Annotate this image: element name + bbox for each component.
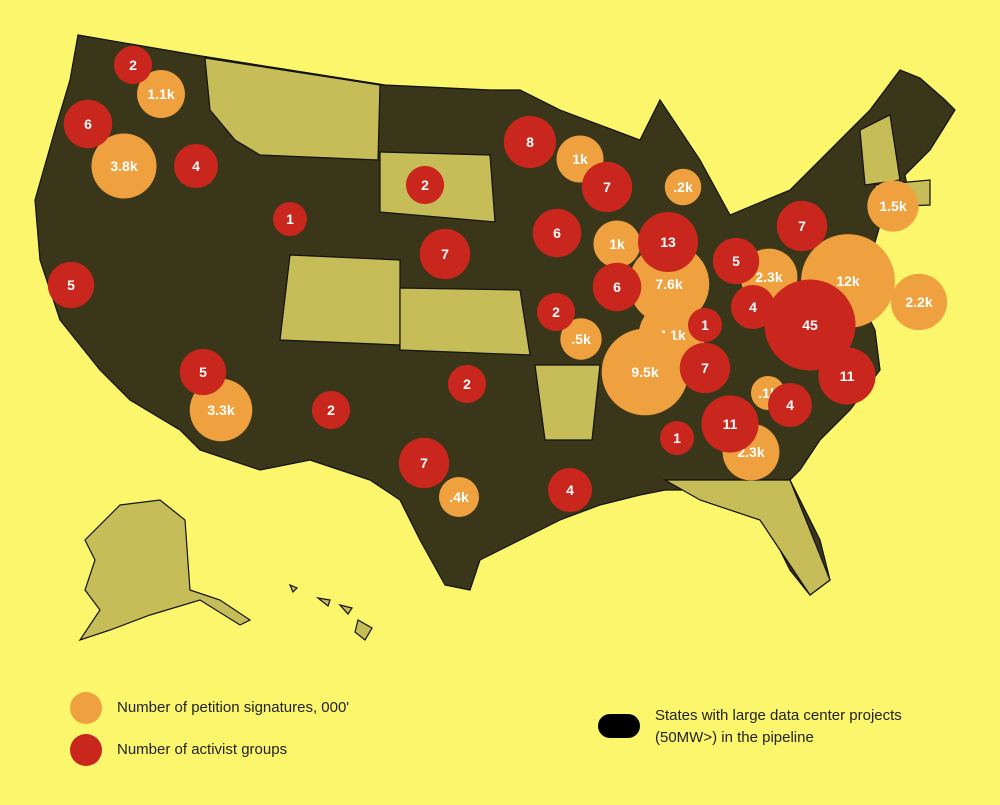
group-label: 5: [199, 364, 207, 380]
group-bubble: [701, 395, 759, 453]
group-label: 7: [441, 246, 449, 262]
group-bubble: [679, 342, 731, 394]
light-state: [279, 254, 401, 346]
petition-label: .5k: [571, 331, 591, 347]
petition-label: 7.6k: [655, 276, 682, 292]
group-bubble: [660, 421, 694, 455]
group-label: 4: [749, 299, 757, 315]
group-bubble: [47, 261, 95, 309]
group-label: 11: [840, 368, 855, 384]
petition-label: 1k: [609, 236, 625, 252]
group-label: 7: [701, 360, 709, 376]
group-label: 2: [463, 376, 471, 392]
group-bubble: [592, 262, 642, 312]
group-bubble: [419, 228, 471, 280]
legend-group-swatch: [70, 734, 102, 766]
light-state: [399, 287, 531, 356]
group-bubble: [532, 208, 582, 258]
petition-bubble: [593, 220, 641, 268]
petition-bubble: [137, 70, 185, 118]
petition-bubble: [890, 273, 948, 331]
group-bubble: [764, 279, 856, 371]
group-bubble: [776, 200, 828, 252]
group-label: 5: [732, 253, 740, 269]
group-bubble: [113, 45, 153, 85]
petition-label: 1.1k: [147, 86, 174, 102]
group-bubble: [273, 202, 307, 236]
group-bubble: [179, 348, 227, 396]
legend-state-swatch: [598, 714, 640, 738]
group-label: 1: [673, 430, 681, 446]
group-label: 4: [192, 158, 200, 174]
group-bubble: [398, 437, 450, 489]
group-label: 2: [129, 57, 137, 73]
group-label: 1: [286, 211, 294, 227]
petition-bubble: [867, 180, 919, 232]
group-bubble: [768, 383, 812, 427]
group-bubble: [581, 161, 633, 213]
group-label: 4: [786, 397, 794, 413]
group-bubble: [503, 115, 557, 169]
group-bubble: [536, 292, 576, 332]
group-label: 7: [603, 179, 611, 195]
petition-label: 2.2k: [905, 294, 932, 310]
group-bubble: [818, 347, 876, 405]
light-state: [204, 57, 381, 161]
group-label: 2: [552, 304, 560, 320]
legend-petition-swatch: [70, 692, 102, 724]
light-state: [534, 364, 601, 441]
group-bubble: [712, 237, 760, 285]
petition-bubble: [601, 328, 689, 416]
petition-label: 3.8k: [110, 158, 137, 174]
group-bubble: [311, 390, 351, 430]
group-label: 13: [660, 234, 676, 250]
group-label: 2: [421, 177, 429, 193]
petition-bubble: [560, 318, 602, 360]
group-label: 6: [613, 279, 621, 295]
group-label: 7: [798, 218, 806, 234]
group-bubble: [174, 144, 218, 188]
group-bubble: [731, 285, 775, 329]
petition-label: 1.5k: [879, 198, 906, 214]
group-bubble: [688, 308, 722, 342]
petition-label: 1k: [572, 151, 588, 167]
legend-states: States with large data center projects (…: [655, 707, 902, 746]
alaska: [78, 499, 252, 642]
petition-bubble: [664, 168, 702, 206]
group-bubble: [447, 364, 487, 404]
group-label: 7: [420, 455, 428, 471]
group-label: 8: [526, 134, 534, 150]
group-bubble: [548, 468, 592, 512]
group-bubble: [63, 99, 113, 149]
group-label: 1: [701, 317, 709, 333]
group-label: 2: [327, 402, 335, 418]
group-label: 6: [84, 116, 92, 132]
group-label: 5: [67, 277, 75, 293]
petition-label: 9.5k: [631, 364, 658, 380]
group-label: 6: [553, 225, 561, 241]
group-label: 4: [566, 482, 574, 498]
group-bubble: [405, 165, 445, 205]
petition-label: .2k: [673, 179, 693, 195]
petition-label: 2.3k: [755, 269, 782, 285]
group-label: 45: [802, 317, 818, 333]
group-label: 11: [723, 416, 738, 432]
group-bubble: [637, 211, 699, 273]
petition-bubble: [91, 133, 157, 199]
petition-label: 3.3k: [207, 402, 234, 418]
legend-groups: Number of activist groups: [117, 741, 288, 758]
light-state: [662, 479, 831, 596]
legend-petitions: Number of petition signatures, 000': [117, 699, 350, 716]
light-state: [859, 114, 901, 186]
hawaii: [288, 583, 373, 641]
petition-label: 12k: [836, 273, 860, 289]
petition-bubble: [438, 476, 480, 518]
petition-label: .4k: [449, 489, 469, 505]
